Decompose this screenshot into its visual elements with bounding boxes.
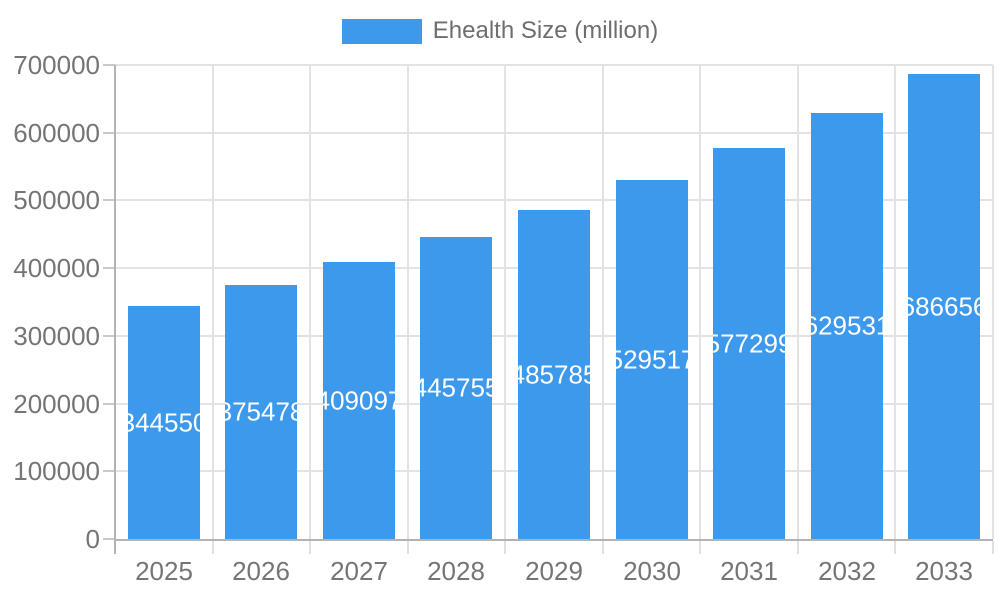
y-gridline xyxy=(115,199,993,201)
bar-value-label: 577299 xyxy=(713,328,785,358)
x-gridline xyxy=(797,65,799,539)
y-axis-label: 0 xyxy=(85,524,100,554)
x-axis-line xyxy=(115,539,993,541)
x-axis-label-2031: 2031 xyxy=(720,556,778,586)
x-tick-mark xyxy=(407,541,409,554)
y-axis-label: 600000 xyxy=(13,118,100,148)
bar-value-label: 375478 xyxy=(225,396,297,427)
bar-value-label: 529517 xyxy=(616,344,688,374)
bar-value-label: 445755 xyxy=(420,372,492,403)
x-tick-mark xyxy=(797,541,799,554)
x-tick-mark xyxy=(992,541,994,554)
bar-2026[interactable]: 375478 xyxy=(225,285,297,539)
x-axis-label-2026: 2026 xyxy=(232,556,290,586)
y-tick-mark xyxy=(103,403,115,405)
x-axis-label-2028: 2028 xyxy=(427,556,485,586)
y-tick-mark xyxy=(103,132,115,134)
x-gridline xyxy=(699,65,701,539)
legend-label: Ehealth Size (million) xyxy=(432,17,659,44)
x-axis-label-2030: 2030 xyxy=(623,556,681,586)
bar-2030[interactable]: 529517 xyxy=(616,180,688,539)
y-tick-mark xyxy=(103,199,115,201)
y-axis-line xyxy=(114,65,116,541)
y-axis-label: 700000 xyxy=(13,50,100,80)
x-axis-label-2027: 2027 xyxy=(330,556,388,586)
bar-2032[interactable]: 629531 xyxy=(811,113,883,539)
x-gridline xyxy=(504,65,506,539)
x-gridline xyxy=(602,65,604,539)
x-tick-mark xyxy=(699,541,701,554)
bar-2025[interactable]: 344550 xyxy=(128,306,200,539)
y-axis-label: 300000 xyxy=(13,321,100,351)
y-gridline xyxy=(115,64,993,66)
x-tick-mark xyxy=(309,541,311,554)
x-gridline xyxy=(894,65,896,539)
x-gridline xyxy=(309,65,311,539)
x-gridline xyxy=(407,65,409,539)
y-gridline xyxy=(115,132,993,134)
y-axis-label: 100000 xyxy=(13,456,100,486)
y-tick-mark xyxy=(103,335,115,337)
bar-value-label: 344550 xyxy=(128,407,200,437)
y-axis-label: 400000 xyxy=(13,253,100,283)
y-tick-mark xyxy=(103,470,115,472)
bar-value-label: 629531 xyxy=(811,310,883,341)
y-tick-mark xyxy=(103,64,115,66)
bar-value-label: 409097 xyxy=(323,385,395,415)
bar-2031[interactable]: 577299 xyxy=(713,148,785,539)
bar-2028[interactable]: 445755 xyxy=(420,237,492,539)
x-axis-label-2025: 2025 xyxy=(135,556,193,586)
bar-2033[interactable]: 686656 xyxy=(908,74,980,539)
x-gridline xyxy=(992,65,994,539)
x-tick-mark xyxy=(504,541,506,554)
y-axis-label: 500000 xyxy=(13,185,100,215)
x-axis-label-2032: 2032 xyxy=(818,556,876,586)
x-tick-mark xyxy=(114,541,116,554)
x-gridline xyxy=(212,65,214,539)
x-axis-label-2029: 2029 xyxy=(525,556,583,586)
legend[interactable]: Ehealth Size (million) xyxy=(0,17,1000,45)
bar-2029[interactable]: 485785 xyxy=(518,210,590,539)
bar-value-label: 485785 xyxy=(518,359,590,389)
y-axis-label: 200000 xyxy=(13,389,100,419)
bar-value-label: 686656 xyxy=(908,291,980,321)
legend-swatch xyxy=(341,18,422,44)
y-tick-mark xyxy=(103,267,115,269)
x-tick-mark xyxy=(602,541,604,554)
y-tick-mark xyxy=(103,538,115,540)
x-tick-mark xyxy=(894,541,896,554)
x-tick-mark xyxy=(212,541,214,554)
bar-2027[interactable]: 409097 xyxy=(323,262,395,539)
x-axis-label-2033: 2033 xyxy=(915,556,973,586)
